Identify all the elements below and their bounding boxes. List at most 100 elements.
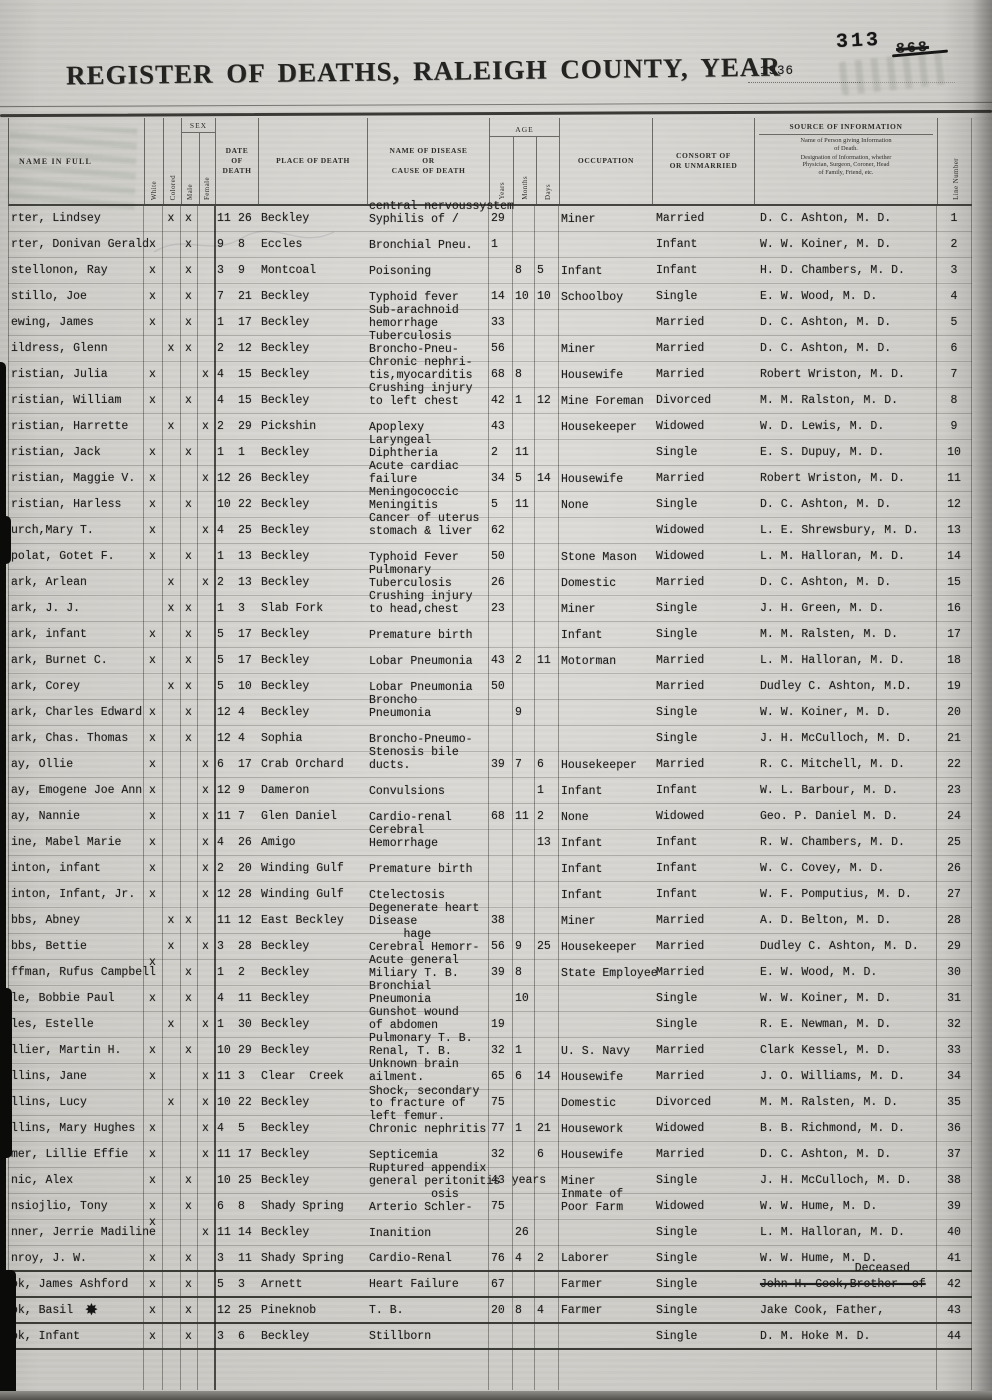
consort-cell: Single — [656, 602, 698, 615]
consort-cell: Married — [656, 1070, 705, 1083]
name-cell: ok, Infant — [11, 1329, 81, 1343]
consort-cell: Married — [656, 212, 705, 225]
death-day: 4 — [238, 732, 245, 745]
age-months — [512, 1012, 534, 1037]
death-day: 26 — [238, 836, 252, 849]
male-mark: x — [185, 1200, 192, 1213]
consort-cell: Single — [656, 446, 698, 459]
line-number-cell: 35 — [947, 1096, 961, 1109]
colored-mark — [162, 1220, 180, 1245]
male-mark: x — [185, 1277, 192, 1291]
table-row: ristian, William x x 4 15 Beckley Crushing inj… — [8, 382, 972, 414]
occupation-cell: Mine Foreman — [561, 394, 644, 408]
line-number-cell: 27 — [947, 888, 961, 901]
line-number-cell: 22 — [947, 758, 961, 771]
occupation-cell: Domestic — [561, 576, 617, 590]
line-number-cell: 7 — [950, 368, 958, 381]
female-mark — [197, 336, 214, 361]
cause-of-death: Bronchial Pneumonia — [369, 980, 432, 1006]
female-mark — [197, 700, 214, 725]
white-mark — [143, 596, 162, 621]
cause-of-death: Lobar Pneumonia — [369, 654, 473, 668]
age-months: 6 — [515, 1070, 522, 1083]
age-days — [534, 492, 558, 517]
age-years: 23 — [491, 602, 505, 615]
white-mark: x — [149, 524, 156, 537]
place-of-death: Shady Spring — [261, 1200, 344, 1213]
white-mark: x — [149, 1070, 156, 1083]
age-years — [488, 986, 512, 1011]
female-mark: x — [202, 888, 209, 901]
female-mark — [197, 908, 214, 933]
death-month: 3 — [217, 1251, 224, 1265]
death-month: 12 — [217, 1303, 231, 1317]
header-months: Months — [513, 137, 536, 204]
age-days: 14 — [537, 1070, 551, 1083]
consort-cell: Single — [656, 290, 698, 303]
white-mark: x — [149, 1303, 156, 1317]
cause-of-death: Laryngeal Diphtheria — [369, 434, 439, 460]
age-years: 62 — [491, 524, 505, 537]
occupation-cell — [558, 1012, 651, 1037]
white-mark: x — [149, 758, 156, 771]
scan-edge-artifact — [0, 516, 11, 564]
white-mark: x — [149, 1329, 156, 1343]
scan-edge-artifact — [0, 988, 12, 1158]
colored-mark — [162, 986, 180, 1011]
occupation-cell: Infant — [561, 628, 603, 642]
white-mark: x — [149, 316, 156, 329]
place-of-death: Beckley — [261, 940, 310, 953]
table-row: bbs, Bettie x x 3 28 Beckley hage Cerebral He… — [8, 928, 972, 960]
white-mark — [143, 336, 162, 361]
place-of-death: Beckley — [261, 212, 310, 225]
age-days — [534, 1038, 558, 1063]
line-number-cell: 9 — [950, 420, 958, 433]
female-mark: x — [202, 758, 209, 771]
cause-of-death: Inanition — [369, 1226, 432, 1240]
place-of-death: Montcoal — [261, 264, 317, 277]
age-months — [512, 1194, 534, 1219]
colored-mark — [162, 804, 180, 829]
line-number-cell: 11 — [947, 472, 961, 485]
age-years: 5 — [491, 498, 498, 511]
white-mark: x — [149, 1216, 156, 1229]
white-mark: x — [149, 368, 156, 381]
age-years — [488, 726, 512, 751]
age-days — [534, 882, 558, 907]
table-row: ine, Mabel Marie x x 4 26 Amigo Cerebral Hemor… — [8, 824, 972, 856]
occupation-cell: Infant — [561, 862, 603, 876]
source-cell: R. C. Mitchell, M. D. — [760, 758, 905, 771]
colored-mark — [162, 518, 180, 543]
place-of-death: East Beckley — [261, 914, 344, 927]
place-of-death: Beckley — [261, 524, 310, 537]
source-cell: W. W. Hume, M. D. — [760, 1200, 878, 1213]
header-colored: Colored — [163, 118, 181, 204]
colored-mark — [162, 440, 180, 465]
source-cell: Robert Wriston, M. D. — [760, 472, 905, 485]
death-month: 5 — [217, 680, 224, 693]
death-month: 1 — [217, 550, 224, 563]
male-mark: x — [185, 732, 192, 745]
age-months: 8 — [515, 264, 522, 277]
female-mark: x — [202, 1096, 209, 1109]
age-days: 14 — [537, 472, 551, 485]
age-years: 56 — [491, 940, 505, 953]
colored-mark: x — [167, 576, 175, 589]
female-mark: x — [202, 836, 209, 849]
female-mark — [197, 596, 214, 621]
cause-of-death: Convulsions — [369, 784, 445, 798]
table-row: ok, Basil ✸ x x 12 25 Pineknob T. B. 20 8 4 Farmer S… — [8, 1298, 972, 1324]
male-mark — [180, 752, 197, 777]
occupation-cell: Farmer — [561, 1277, 603, 1291]
occupation-cell: Housewife — [561, 1148, 624, 1162]
consort-cell: Single — [656, 1018, 698, 1031]
age-years: 76 — [491, 1251, 505, 1265]
cause-of-death: Crushing injury to left chest — [369, 382, 473, 408]
occupation-cell: Farmer — [561, 1303, 603, 1317]
death-month: 10 — [217, 498, 231, 511]
age-months — [512, 882, 534, 907]
colored-mark — [162, 492, 180, 517]
consort-cell: Single — [656, 1303, 698, 1317]
occupation-cell: Schoolboy — [561, 290, 624, 304]
table-row: ewing, James x x 1 17 Beckley Sub-arachnoid he… — [8, 304, 972, 336]
